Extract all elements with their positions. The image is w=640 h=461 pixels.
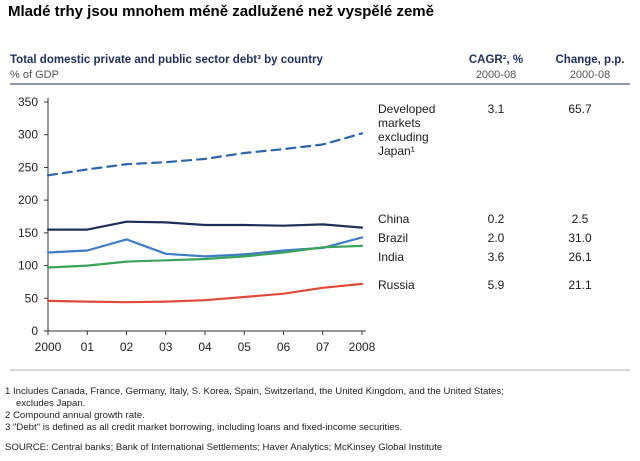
page-title: Mladé trhy jsou mnohem méně zadlužené ne… [8, 3, 434, 20]
series-label-russia: Russia [378, 278, 415, 292]
y-tick-label: 150 [18, 226, 38, 240]
y-axis-unit: % of GDP [10, 69, 59, 81]
y-tick-label: 250 [18, 160, 38, 174]
cagr-value-brazil: 2.0 [488, 231, 505, 245]
series-label-developed: Developed [378, 102, 435, 116]
footnote-3: 3 "Debt" is defined as all credit market… [5, 422, 403, 433]
change-value-russia: 21.1 [568, 278, 592, 292]
cagr-value-china: 0.2 [488, 212, 505, 226]
x-tick-label: 02 [120, 340, 134, 354]
cagr-value-india: 3.6 [488, 250, 505, 264]
y-tick-label: 100 [18, 259, 38, 273]
y-tick-label: 350 [18, 95, 38, 109]
series-label-brazil: Brazil [378, 231, 408, 245]
x-tick-label: 07 [316, 340, 330, 354]
x-tick-label: 04 [198, 340, 212, 354]
x-tick-label: 2008 [349, 340, 376, 354]
x-tick-label: 06 [277, 340, 291, 354]
change-value-india: 26.1 [568, 250, 592, 264]
change-value-developed: 65.7 [568, 102, 592, 116]
series-label-developed: Japan¹ [378, 144, 415, 158]
series-label-india: India [378, 250, 404, 264]
series-label-developed: excluding [378, 130, 429, 144]
x-tick-label: 05 [238, 340, 252, 354]
chart-title: Total domestic private and public sector… [10, 54, 323, 66]
change-value-brazil: 31.0 [568, 231, 592, 245]
x-tick-label: 01 [81, 340, 95, 354]
series-line-india [46, 244, 364, 269]
change-column-header: Change, p.p. [555, 54, 625, 66]
y-tick-label: 200 [18, 193, 38, 207]
footnote-1: 1 Includes Canada, France, Germany, Ital… [5, 386, 504, 397]
series-label-china: China [378, 212, 410, 226]
x-tick-label: 03 [159, 340, 173, 354]
change-value-china: 2.5 [572, 212, 589, 226]
series-line-china [46, 220, 364, 231]
series-line-russia [46, 282, 364, 304]
y-tick-label: 50 [25, 291, 39, 305]
x-tick-label: 2000 [35, 340, 62, 354]
y-tick-label: 0 [31, 324, 38, 338]
series-label-developed: markets [378, 116, 421, 130]
y-tick-label: 300 [18, 128, 38, 142]
series-line-developed [46, 132, 364, 177]
footnote-1-cont: excludes Japan. [16, 398, 86, 409]
source-note: SOURCE: Central banks; Bank of Internati… [5, 442, 443, 453]
change-column-subheader: 2000-08 [569, 69, 611, 81]
series-line-brazil [46, 236, 364, 258]
cagr-column-subheader: 2000-08 [475, 69, 517, 81]
cagr-value-russia: 5.9 [488, 278, 505, 292]
cagr-column-header: CAGR², % [468, 54, 524, 66]
cagr-value-developed: 3.1 [488, 102, 505, 116]
footnote-2: 2 Compound annual growth rate. [5, 410, 145, 421]
